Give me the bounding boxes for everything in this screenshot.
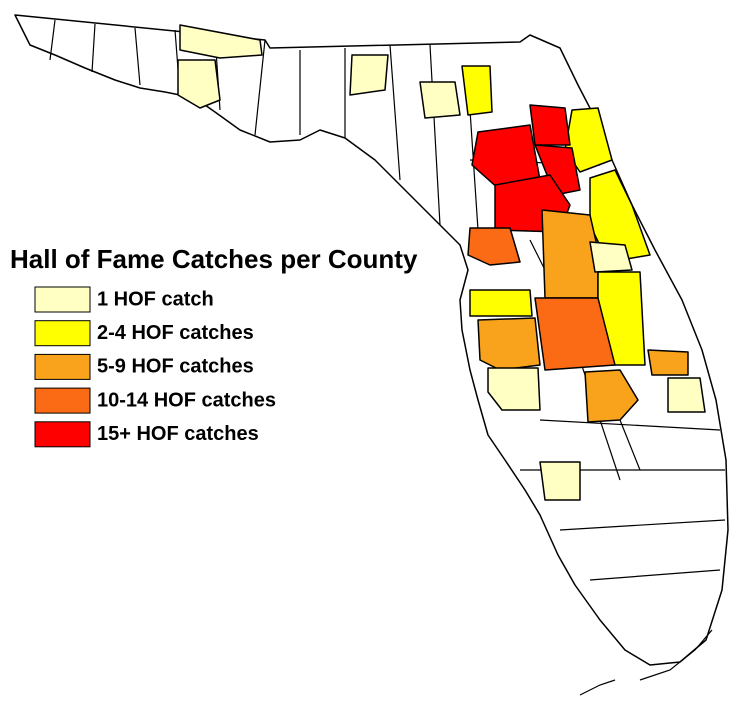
county [179, 24, 263, 59]
county [487, 367, 541, 411]
legend-label: 1 HOF catch [97, 288, 214, 310]
county [461, 65, 493, 116]
legend-swatch [34, 320, 91, 347]
county [584, 369, 639, 423]
counties [177, 24, 706, 501]
county [589, 241, 633, 273]
county [419, 81, 461, 119]
county [469, 289, 533, 317]
legend-label: 10-14 HOF catches [97, 389, 276, 411]
legend: 1 HOF catch 2-4 HOF catches 5-9 HOF catche… [34, 286, 276, 448]
county [667, 377, 706, 413]
legend-swatch [34, 387, 91, 414]
legend-swatch [34, 286, 91, 313]
legend-label: 5-9 HOF catches [97, 356, 254, 378]
county [467, 227, 521, 266]
legend-swatch [34, 353, 91, 380]
county [647, 349, 689, 376]
map-title: Hall of Fame Catches per County [10, 244, 418, 274]
county [534, 297, 616, 371]
county [349, 54, 389, 96]
county [177, 59, 221, 109]
county [529, 104, 571, 146]
legend-label: 2-4 HOF catches [97, 322, 254, 344]
legend-label: 15+ HOF catches [97, 423, 259, 445]
legend-swatch [34, 421, 91, 448]
county [539, 461, 581, 501]
county [541, 209, 599, 299]
county [477, 317, 541, 371]
